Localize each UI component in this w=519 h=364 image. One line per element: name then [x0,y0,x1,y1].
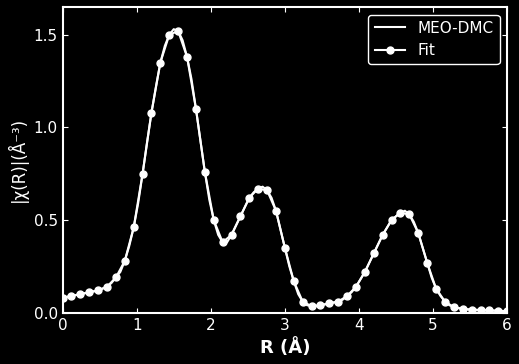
Fit [388,218,394,222]
MEO-DMC [171,27,177,31]
MEO-DMC [268,195,275,200]
MEO-DMC [504,309,510,313]
X-axis label: R (Å): R (Å) [260,338,310,357]
Fit [211,218,217,222]
Fit [60,296,66,300]
Fit [495,309,501,313]
Fit [504,309,510,313]
MEO-DMC [375,242,381,246]
MEO-DMC [398,210,404,215]
MEO-DMC [91,289,97,293]
Fit [175,29,181,33]
Y-axis label: |χ(R)|(Å⁻³): |χ(R)|(Å⁻³) [7,117,28,202]
Legend: MEO-DMC, Fit: MEO-DMC, Fit [368,15,500,64]
MEO-DMC [175,29,181,33]
Fit [202,170,208,174]
Fit [362,270,368,274]
MEO-DMC [331,300,337,305]
MEO-DMC [60,296,66,300]
Line: MEO-DMC: MEO-DMC [63,29,507,311]
Fit [157,60,163,65]
Line: Fit: Fit [59,28,511,314]
